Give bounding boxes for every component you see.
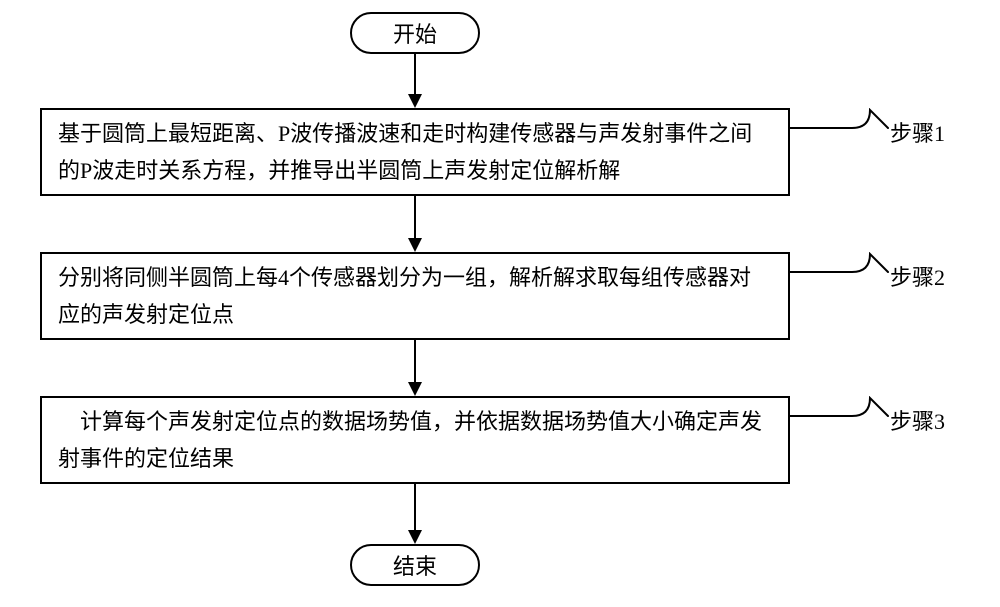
leader-line-2: [790, 252, 890, 292]
end-terminator: 结束: [350, 544, 480, 586]
process-step-3: 计算每个声发射定位点的数据场势值，并依据数据场势值大小确定声发射事件的定位结果: [40, 396, 790, 484]
step-label-2: 步骤2: [890, 260, 945, 292]
step-label-1: 步骤1: [890, 116, 945, 148]
process-step-2-text: 分别将同侧半圆筒上每4个传感器划分为一组，解析解求取每组传感器对应的声发射定位点: [58, 259, 772, 334]
start-label: 开始: [393, 17, 437, 49]
arrow-line-4: [414, 484, 416, 530]
arrow-line-2: [414, 196, 416, 238]
arrow-line-1: [414, 54, 416, 96]
process-step-2: 分别将同侧半圆筒上每4个传感器划分为一组，解析解求取每组传感器对应的声发射定位点: [40, 252, 790, 340]
leader-line-1: [790, 108, 890, 148]
process-step-1-text: 基于圆筒上最短距离、P波传播波速和走时构建传感器与声发射事件之间的P波走时关系方…: [58, 115, 772, 190]
process-step-3-text: 计算每个声发射定位点的数据场势值，并依据数据场势值大小确定声发射事件的定位结果: [58, 403, 772, 478]
arrow-head-4: [408, 530, 422, 544]
arrow-line-3: [414, 340, 416, 382]
leader-line-3: [790, 396, 890, 436]
arrow-head-1: [408, 94, 422, 108]
process-step-1: 基于圆筒上最短距离、P波传播波速和走时构建传感器与声发射事件之间的P波走时关系方…: [40, 108, 790, 196]
arrow-head-3: [408, 382, 422, 396]
step-label-3: 步骤3: [890, 404, 945, 436]
end-label: 结束: [393, 549, 437, 581]
arrow-head-2: [408, 238, 422, 252]
start-terminator: 开始: [350, 12, 480, 54]
